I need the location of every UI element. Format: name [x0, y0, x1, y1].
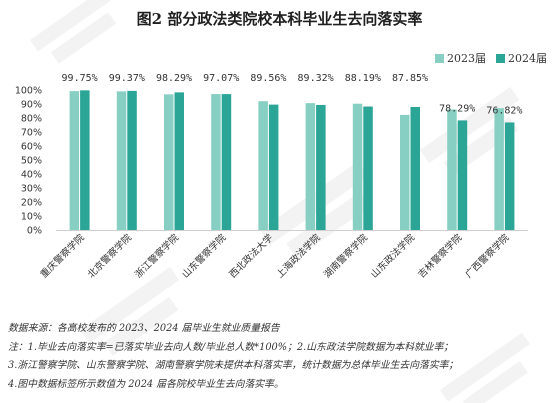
note-source: 数据来源：各高校发布的 2023、2024 届毕业生就业质量报告 — [8, 323, 280, 334]
data-label: 97.07% — [203, 73, 239, 84]
y-tick-label: 50% — [21, 156, 42, 167]
legend-item-2023: 2023届 — [435, 50, 486, 66]
y-tick-label: 80% — [21, 114, 42, 125]
notes: 数据来源：各高校发布的 2023、2024 届毕业生就业质量报告 注：1.毕业去… — [8, 320, 458, 394]
data-label: 88.19% — [345, 73, 381, 84]
bar-2023 — [447, 109, 457, 230]
bar-2023 — [211, 94, 221, 230]
note-1: 注：1.毕业去向落实率=已落实毕业去向人数/毕业总人数*100%；2.山东政法学… — [8, 341, 454, 353]
bar-2023 — [258, 101, 268, 230]
data-label: 99.37% — [109, 73, 145, 84]
note-3: 4.图中数据标签所示数值为 2024 届各院校毕业生去向落实率。 — [8, 378, 284, 390]
y-tick-label: 60% — [21, 142, 42, 153]
bar-2023 — [400, 114, 410, 230]
bar-2024 — [127, 90, 137, 230]
data-label: 89.32% — [298, 73, 334, 84]
y-tick-label: 20% — [21, 198, 42, 209]
legend-label-2023: 2023届 — [447, 52, 486, 65]
note-2: 3.浙江警察学院、山东警察学院、湖南警察学院未提供本科落实率，统计数据为总体毕业… — [8, 360, 459, 371]
bar-2024 — [504, 122, 515, 230]
bar-2024 — [174, 92, 184, 230]
bar-2024 — [410, 107, 420, 230]
category-label: 广西警察学院 — [463, 231, 512, 280]
category-label: 上海政法学院 — [274, 231, 323, 280]
y-tick-label: 0% — [27, 226, 42, 237]
legend: 2023届 2024届 — [435, 50, 547, 66]
category-label: 吉林警察学院 — [416, 231, 465, 280]
category-label: 西北政法大学 — [227, 232, 276, 281]
bar-2024 — [457, 120, 468, 230]
data-label: 89.56% — [250, 73, 286, 84]
bar-2023 — [352, 103, 363, 230]
bar-2024 — [268, 104, 279, 230]
bar-2024 — [316, 104, 326, 230]
category-label: 山东警察学院 — [180, 231, 229, 280]
y-tick-label: 40% — [21, 170, 42, 181]
category-label: 浙江警察学院 — [132, 231, 181, 280]
data-label: 98.29% — [156, 73, 192, 84]
bar-2024 — [221, 94, 232, 231]
y-tick-label: 70% — [21, 128, 42, 139]
bar-2024 — [363, 106, 373, 230]
y-tick-label: 100% — [15, 86, 42, 97]
bar-2023 — [494, 108, 504, 230]
data-label: 78.29% — [439, 103, 475, 114]
y-tick-label: 10% — [21, 212, 42, 223]
y-tick-label: 30% — [21, 184, 42, 195]
bar-2024 — [80, 90, 90, 230]
legend-item-2024: 2024届 — [496, 50, 547, 66]
category-label: 重庆警察学院 — [38, 231, 87, 280]
data-label: 87.85% — [392, 73, 428, 84]
legend-swatch-2024 — [496, 53, 505, 63]
data-label: 76.82% — [486, 105, 522, 116]
y-tick-label: 90% — [21, 100, 42, 111]
bar-2023 — [116, 91, 127, 231]
bar-2023 — [69, 91, 80, 231]
category-label: 北京警察学院 — [85, 231, 134, 280]
category-label: 湖南警察学院 — [321, 231, 370, 280]
legend-swatch-2023 — [435, 53, 444, 63]
chart-title: 图2 部分政法类院校本科毕业生去向落实率 — [136, 10, 423, 28]
bar-chart: 0% 10% 20% 30% 40% 50% 60% 70% 80% 90% 100% 99.75% 重… — [15, 73, 528, 281]
data-label: 99.75% — [62, 73, 98, 84]
bar-2023 — [164, 94, 174, 230]
category-label: 山东政法学院 — [368, 231, 417, 280]
legend-label-2024: 2024届 — [508, 52, 547, 65]
bar-2023 — [305, 103, 316, 230]
